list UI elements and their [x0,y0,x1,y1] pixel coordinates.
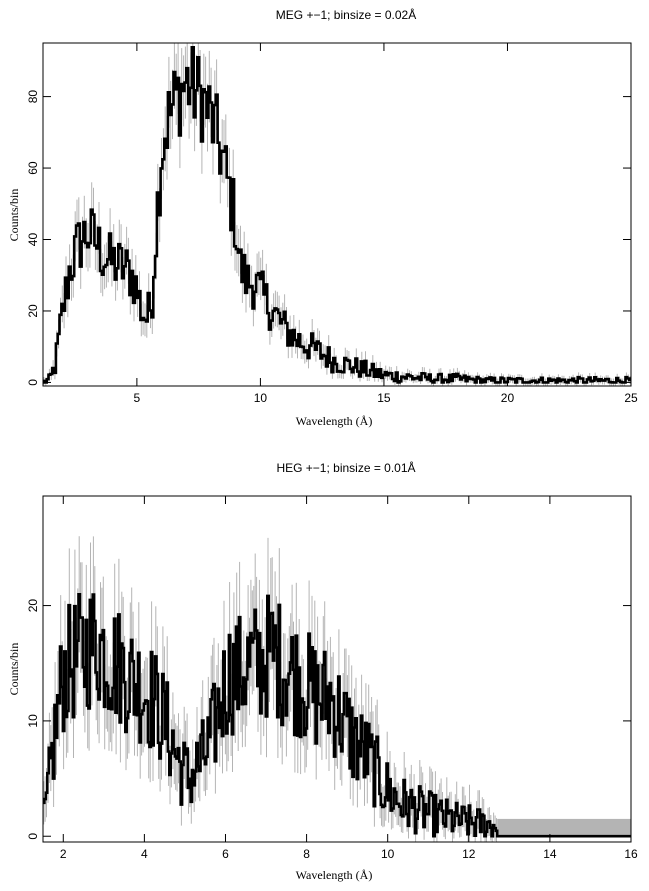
meg-x-ticks: 5 10 15 20 25 [134,43,638,405]
heg-title: HEG +−1; binsize = 0.01Å [276,460,415,475]
x-tick-label: 16 [624,847,638,861]
x-tick-label: 15 [377,391,391,405]
y-tick-label: 0 [26,379,40,386]
x-tick-label: 12 [462,847,476,861]
meg-title: MEG +−1; binsize = 0.02Å [276,7,416,22]
x-tick-label: 2 [60,847,67,861]
heg-y-axis-label: Counts/bin [7,643,21,696]
heg-plot-frame [42,495,632,843]
x-tick-label: 14 [543,847,557,861]
x-tick-label: 25 [624,391,638,405]
meg-x-axis-label: Wavelength (Å) [296,414,373,428]
heg-x-axis-label: Wavelength (Å) [296,868,373,882]
y-tick-label: 20 [26,304,40,318]
meg-y-ticks: 0 20 40 60 80 [26,90,631,386]
error-band [497,818,631,837]
heg-x-ticks: 2 4 6 8 10 12 14 16 [60,496,638,861]
meg-series-line [43,46,631,384]
x-tick-label: 10 [381,847,395,861]
x-tick-label: 5 [134,391,141,405]
heg-panel: HEG +−1; binsize = 0.01Å 2 4 6 8 10 12 14 16 0 1… [7,460,638,882]
y-tick-label: 10 [26,714,40,728]
y-tick-label: 80 [26,90,40,104]
x-tick-label: 6 [222,847,229,861]
y-tick-label: 20 [26,599,40,613]
meg-panel: MEG +−1; binsize = 0.02Å 5 10 15 20 25 0 20 40… [7,7,638,428]
y-tick-label: 40 [26,233,40,247]
heg-y-ticks: 0 10 20 [26,599,631,840]
y-tick-label: 60 [26,161,40,175]
meg-y-axis-label: Counts/bin [7,189,21,242]
y-tick-label: 0 [26,833,40,840]
heg-band [497,818,631,837]
x-tick-label: 8 [303,847,310,861]
x-tick-label: 4 [141,847,148,861]
heg-series-line [43,593,631,838]
meg-plot-frame [42,42,632,387]
x-tick-label: 20 [501,391,515,405]
x-tick-label: 10 [254,391,268,405]
meg-error-bars [43,43,631,386]
